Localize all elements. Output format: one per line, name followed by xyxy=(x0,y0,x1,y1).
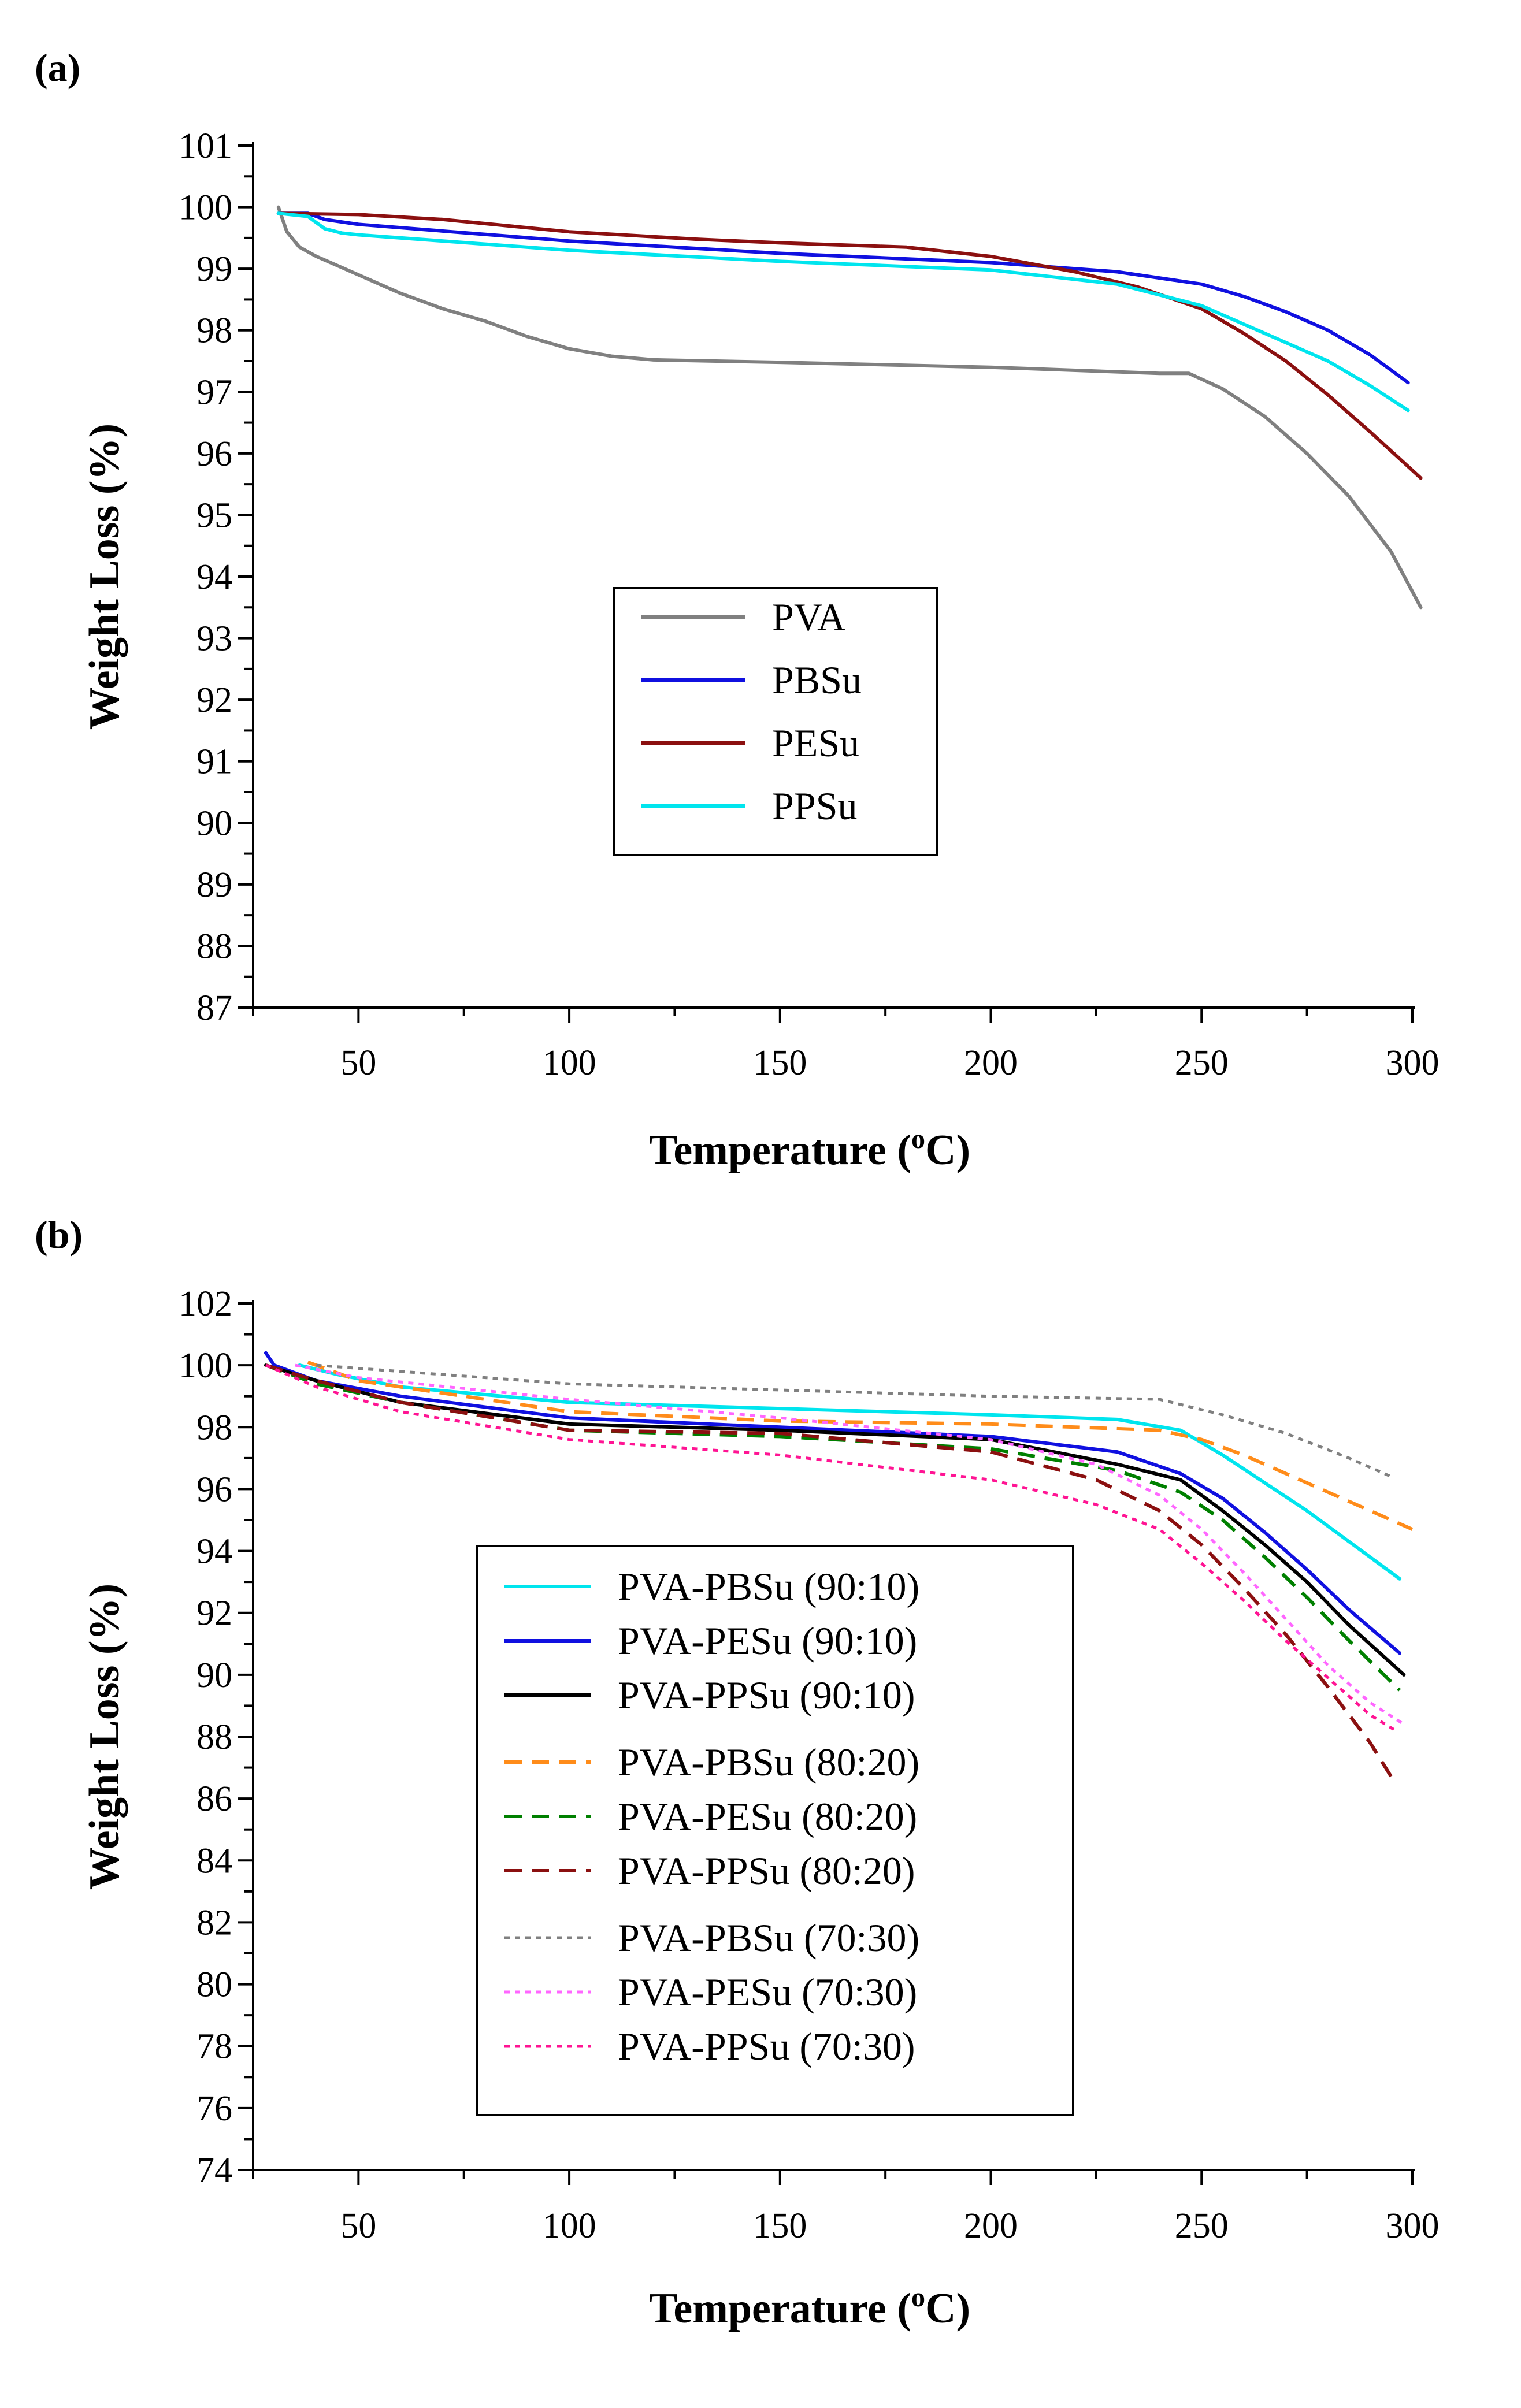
series-line-pva xyxy=(276,205,1423,610)
legend-box xyxy=(613,587,938,856)
x-tick-label: 150 xyxy=(753,1043,807,1083)
y-tick-label: 76 xyxy=(196,2089,232,2128)
y-tick-label: 87 xyxy=(196,989,232,1028)
series-line-pva-ppsu-80-20 xyxy=(265,1363,1393,1778)
x-tick-label: 250 xyxy=(1175,2206,1229,2246)
y-tick-label: 78 xyxy=(196,2027,232,2067)
legend-label: PBSu xyxy=(772,658,862,702)
series-line-pva-pbsu-80-20 xyxy=(307,1360,1414,1531)
y-tick-label: 90 xyxy=(196,1656,232,1695)
x-tick-label: 150 xyxy=(753,2206,807,2246)
series-line-pva-ppsu-70-30 xyxy=(265,1363,1397,1732)
series-line-ppsu xyxy=(276,211,1410,413)
x-tick-label: 50 xyxy=(340,2206,376,2246)
x-axis-title: Temperature (oC) xyxy=(649,1124,970,1174)
x-tick-label: 200 xyxy=(964,1043,1018,1083)
y-tick-label: 96 xyxy=(196,434,232,474)
chart-panel-b: (b) 50 100 150 200 250 300 74 76 78 80 82 84 86 88 90 92… xyxy=(35,1213,1440,2332)
legend-label: PVA-PPSu (80:20) xyxy=(618,1849,915,1893)
panel-label: (b) xyxy=(35,1213,83,1257)
y-tick-label: 94 xyxy=(196,1532,232,1571)
legend-label: PVA-PESu (80:20) xyxy=(618,1794,917,1838)
legend-label: PVA-PESu (70:30) xyxy=(618,1970,917,2014)
series-line-pbsu xyxy=(276,211,1410,385)
y-tick-label: 91 xyxy=(196,742,232,782)
y-tick-label: 88 xyxy=(196,1718,232,1757)
y-tick-label: 92 xyxy=(196,681,232,720)
panel-label: (a) xyxy=(35,46,80,90)
legend-label: PESu xyxy=(772,721,859,765)
legend-label: PPSu xyxy=(772,784,857,828)
legend-label: PVA-PBSu (90:10) xyxy=(618,1565,919,1608)
series-line-pva-pbsu-70-30 xyxy=(316,1363,1392,1478)
legend: PVA PBSu PESu PPSu xyxy=(613,587,938,856)
y-tick-label: 86 xyxy=(196,1779,232,1819)
y-tick-label: 95 xyxy=(196,496,232,535)
y-tick-label: 90 xyxy=(196,804,232,843)
y-tick-label: 92 xyxy=(196,1594,232,1633)
chart-panel-a: (a) 50 100 150 200 250 300 87 88 89 90 91 92 93 94 95 96… xyxy=(35,46,1440,1174)
legend-label: PVA-PPSu (70:30) xyxy=(618,2024,915,2068)
x-tick-label: 300 xyxy=(1386,1043,1440,1083)
legend-label: PVA-PESu (90:10) xyxy=(618,1619,917,1663)
legend: PVA-PBSu (90:10) PVA-PESu (90:10) PVA-PPSu… xyxy=(476,1545,1074,2116)
x-tick-label: 100 xyxy=(543,2206,596,2246)
y-tick-label: 80 xyxy=(196,1965,232,2005)
y-tick-label: 100 xyxy=(179,1346,232,1385)
y-tick-label: 93 xyxy=(196,619,232,659)
x-tick-label: 50 xyxy=(340,1043,376,1083)
y-tick-label: 99 xyxy=(196,250,232,289)
y-tick-label: 100 xyxy=(179,188,232,228)
series-line-pesu xyxy=(276,211,1423,480)
series-line-pva-pesu-70-30 xyxy=(295,1363,1405,1726)
legend-label: PVA-PBSu (80:20) xyxy=(618,1740,919,1784)
y-tick-label: 97 xyxy=(196,373,232,412)
legend-label: PVA-PPSu (90:10) xyxy=(618,1673,915,1717)
y-tick-label: 84 xyxy=(196,1841,232,1881)
y-tick-label: 98 xyxy=(196,1408,232,1447)
legend-label: PVA-PBSu (70:30) xyxy=(618,1916,919,1960)
y-tick-label: 82 xyxy=(196,1903,232,1942)
x-tick-label: 300 xyxy=(1386,2206,1440,2246)
y-tick-label: 96 xyxy=(196,1470,232,1509)
y-tick-label: 102 xyxy=(179,1284,232,1324)
x-axis-title: Temperature (oC) xyxy=(649,2282,970,2332)
y-tick-label: 89 xyxy=(196,865,232,905)
y-tick-label: 94 xyxy=(196,558,232,597)
y-tick-label: 74 xyxy=(196,2151,232,2190)
y-tick-label: 101 xyxy=(179,127,232,166)
y-axis-title: Weight Loss (%) xyxy=(81,1584,128,1890)
x-tick-label: 100 xyxy=(543,1043,596,1083)
y-tick-label: 98 xyxy=(196,311,232,351)
x-tick-label: 250 xyxy=(1175,1043,1229,1083)
y-axis-title: Weight Loss (%) xyxy=(81,423,128,730)
legend-label: PVA xyxy=(772,595,845,639)
x-tick-label: 200 xyxy=(964,2206,1018,2246)
y-tick-label: 88 xyxy=(196,927,232,966)
